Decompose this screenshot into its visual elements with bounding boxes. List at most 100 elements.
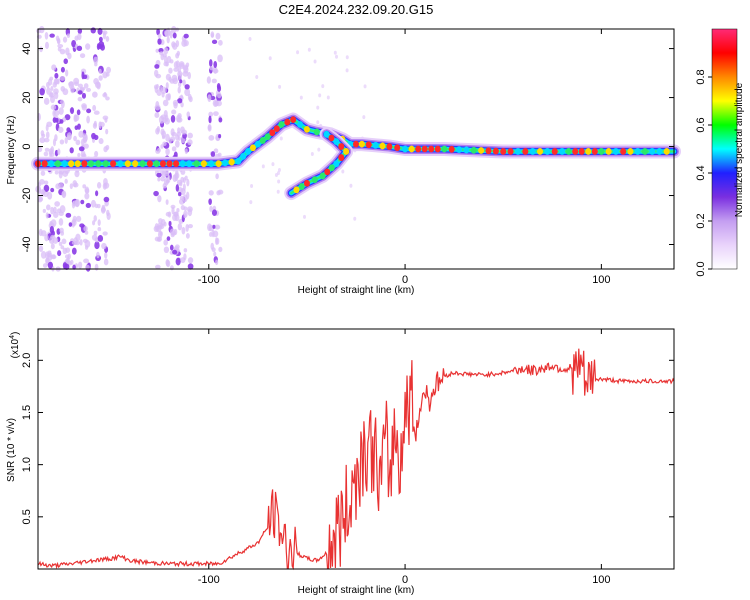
noise-speckle	[45, 124, 49, 132]
noise-speckle	[51, 64, 57, 71]
noise-speckle	[66, 33, 71, 38]
noise-speckle	[52, 254, 56, 259]
noise-speckle	[183, 65, 189, 74]
noise-speckle	[76, 109, 81, 116]
noise-speckle	[48, 92, 55, 98]
noise-speckle	[66, 127, 71, 133]
noise-speckle	[169, 59, 174, 64]
noise-speckle	[84, 192, 90, 200]
noise-speckle	[83, 143, 89, 149]
trace-bead	[634, 148, 641, 155]
noise-speckle	[39, 88, 45, 96]
noise-speckle	[167, 93, 171, 101]
trace-bead	[529, 148, 536, 155]
noise-speckle	[92, 220, 96, 226]
noise-speckle	[50, 243, 55, 250]
noise-speckle	[157, 38, 162, 45]
noise-speckle	[173, 67, 179, 72]
trace-bead	[48, 160, 55, 168]
trace-bead	[522, 148, 529, 155]
trace-bead	[298, 183, 305, 190]
trace-bead	[313, 128, 320, 136]
trace-bead	[641, 148, 648, 155]
noise-speckle	[162, 53, 167, 58]
noise-speckle	[175, 257, 181, 266]
noise-speckle	[207, 125, 212, 131]
noise-speckle	[213, 251, 217, 257]
x-tick-label: -100	[198, 274, 220, 286]
noise-speckle	[276, 171, 280, 176]
trace-bead	[591, 148, 598, 155]
trace-bead	[537, 148, 544, 155]
noise-speckle	[158, 115, 165, 124]
noise-speckle	[173, 61, 179, 69]
noise-speckle	[46, 204, 51, 211]
noise-speckle	[62, 262, 68, 270]
noise-speckle	[172, 99, 179, 106]
y-tick-label: 1.0	[21, 457, 33, 472]
trace-bead	[470, 146, 477, 154]
noise-speckle	[172, 174, 177, 183]
noise-speckle	[39, 137, 46, 144]
trace-bead	[54, 160, 61, 168]
trace-bead	[290, 116, 297, 124]
noise-speckle	[160, 128, 165, 136]
noise-speckle	[179, 62, 185, 69]
noise-speckle	[208, 190, 214, 196]
noise-speckle	[177, 223, 183, 231]
noise-speckle	[65, 212, 72, 218]
noise-speckle	[65, 69, 69, 77]
noise-speckle	[49, 225, 55, 234]
trace-bead	[222, 159, 229, 167]
noise-speckle	[166, 236, 171, 241]
noise-speckle	[73, 77, 80, 85]
noise-speckle	[183, 33, 189, 39]
noise-speckle	[160, 86, 167, 95]
noise-speckle	[83, 83, 89, 89]
noise-speckle	[42, 263, 48, 268]
noise-speckle	[210, 151, 216, 158]
noise-speckle	[67, 52, 72, 60]
noise-speckle	[81, 138, 85, 147]
noise-speckle	[363, 84, 367, 89]
noise-speckle	[180, 176, 185, 183]
noise-speckle	[156, 147, 161, 153]
noise-speckle	[208, 198, 212, 205]
noise-speckle	[164, 117, 170, 125]
trace-bead	[139, 160, 146, 168]
trace-bead	[324, 168, 331, 176]
noise-speckle	[213, 111, 219, 117]
noise-speckle	[349, 183, 353, 188]
noise-speckle	[40, 170, 46, 176]
noise-speckle	[85, 43, 91, 50]
noise-speckle	[79, 53, 86, 59]
noise-speckle	[40, 130, 45, 136]
trace-bead	[88, 160, 94, 168]
trace-bead	[328, 134, 335, 142]
noise-speckle	[72, 180, 78, 188]
noise-speckle	[168, 76, 172, 82]
noise-speckle	[165, 148, 170, 156]
trace-bead	[572, 148, 579, 155]
noise-speckle	[217, 54, 223, 63]
trace-bead	[117, 160, 124, 168]
trace-bead	[372, 141, 379, 149]
noise-speckle	[98, 75, 103, 81]
colorbar-tick-label: 0.6	[695, 117, 707, 132]
snr-y-ticks: 0.5 1.0 1.5 2.0	[21, 353, 674, 524]
noise-speckle	[156, 89, 162, 97]
noise-speckle	[75, 139, 81, 146]
noise-speckle	[83, 258, 90, 264]
noise-speckle	[72, 200, 78, 207]
noise-speckle	[171, 25, 177, 34]
snr-series-line	[37, 348, 675, 571]
noise-speckle	[96, 251, 100, 259]
noise-speckle	[77, 261, 83, 269]
noise-speckle	[48, 148, 54, 155]
noise-speckle	[163, 47, 169, 55]
trace-bead	[620, 148, 627, 155]
noise-speckle	[79, 223, 85, 228]
noise-speckle	[50, 104, 57, 110]
y-tick-label: 0	[21, 143, 33, 149]
noise-speckle	[165, 61, 169, 67]
